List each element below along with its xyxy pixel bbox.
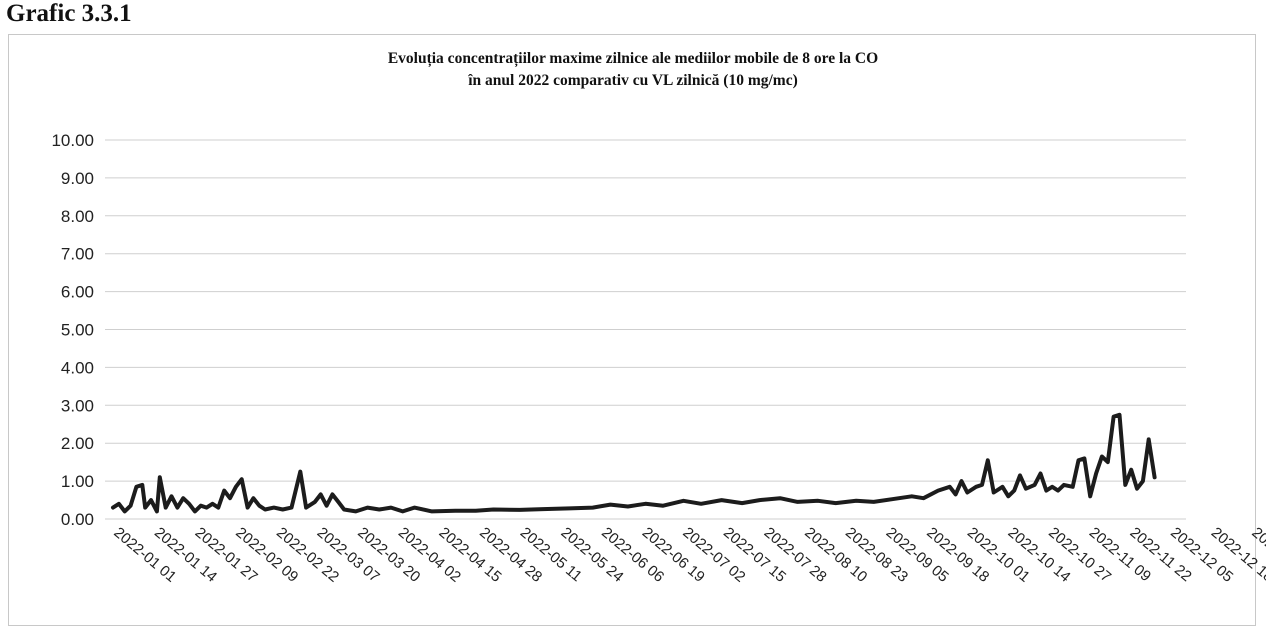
y-tick-label: 3.00 <box>61 396 94 415</box>
chart-title-line-2: în anul 2022 comparativ cu VL zilnică (1… <box>468 72 798 89</box>
series-line <box>111 412 1157 514</box>
y-tick-label: 1.00 <box>61 472 94 491</box>
y-tick-label: 7.00 <box>61 245 94 264</box>
chart-frame <box>8 34 1256 626</box>
chart-title-line-1: Evoluția concentrațiilor maxime zilnice … <box>387 50 879 67</box>
y-tick-label: 10.00 <box>51 131 94 150</box>
y-tick-label: 4.00 <box>61 358 94 377</box>
y-tick-label: 9.00 <box>61 169 94 188</box>
y-tick-label: 8.00 <box>61 207 94 226</box>
y-tick-label: 0.00 <box>61 510 94 529</box>
y-tick-label: 2.00 <box>61 434 94 453</box>
y-tick-label: 6.00 <box>61 283 94 302</box>
figure-label: Grafic 3.3.1 <box>6 0 132 27</box>
y-tick-label: 5.00 <box>61 321 94 340</box>
